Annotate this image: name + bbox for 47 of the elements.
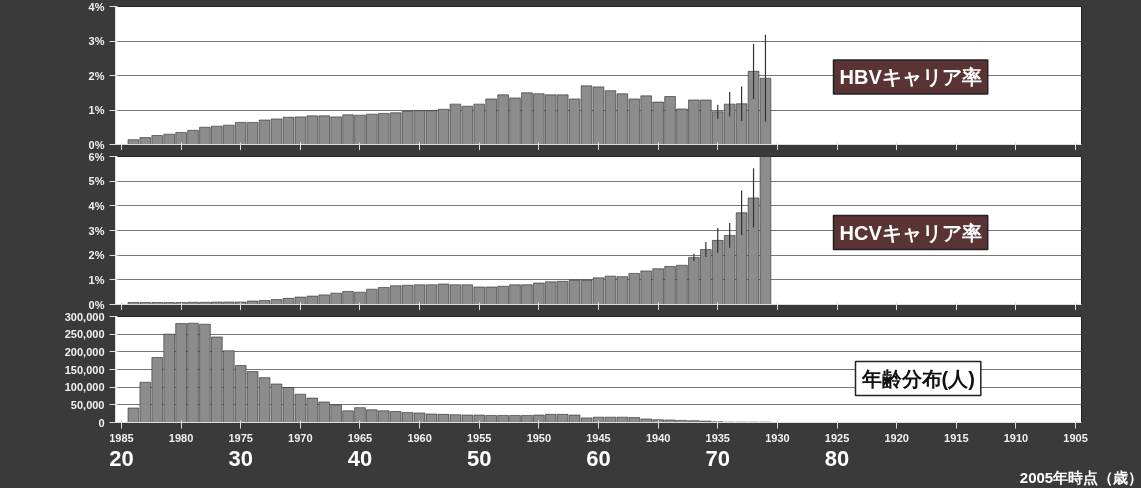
x2-tick-label: 20 <box>109 445 134 471</box>
x-tick-label: 1915 <box>944 431 969 444</box>
y-tick-label: 50,000 <box>70 398 105 411</box>
x-tick-label: 1985 <box>109 431 134 444</box>
y-tick-label: 200,000 <box>64 345 105 358</box>
x-tick-label: 1955 <box>467 431 492 444</box>
annotation: HBVキャリア率 <box>839 66 982 88</box>
y-tick-label: 300,000 <box>64 310 105 323</box>
y-tick-label: 150,000 <box>64 363 105 376</box>
x-tick-label: 1925 <box>824 431 850 444</box>
x2-tick-label: 60 <box>586 445 611 471</box>
x2-tick-label: 80 <box>824 445 850 471</box>
x2-axis-title: 2005年時点（歳） <box>1019 468 1141 486</box>
x-tick-label: 1980 <box>168 431 194 444</box>
y-tick-label: 2% <box>88 69 105 82</box>
y-tick-label: 1% <box>88 273 105 286</box>
x-tick-label: 1975 <box>228 431 253 444</box>
y-tick-label: 6% <box>88 150 105 163</box>
x-tick-label: 1940 <box>645 431 671 444</box>
y-tick-label: 3% <box>88 224 105 237</box>
x-tick-label: 1960 <box>407 431 432 444</box>
y-tick-label: 5% <box>88 175 105 188</box>
y-tick-label: 4% <box>88 199 105 212</box>
y-tick-label: 250,000 <box>64 328 105 341</box>
x-tick-label: 1920 <box>884 431 909 444</box>
y-tick-label: 4% <box>88 0 105 13</box>
x-tick-label: 1930 <box>765 431 790 444</box>
x2-tick-label: 30 <box>228 445 253 471</box>
annotation: 年齢分布(人) <box>860 367 975 390</box>
x-tick-label: 1970 <box>288 431 313 444</box>
y-tick-label: 3% <box>88 35 105 47</box>
x2-tick-label: 70 <box>705 445 731 471</box>
x-tick-label: 1935 <box>705 431 731 444</box>
x-tick-label: 1950 <box>526 431 552 444</box>
x-tick-label: 1905 <box>1063 431 1088 444</box>
y-tick-label: 1% <box>88 104 105 116</box>
x2-tick-label: 40 <box>347 445 373 471</box>
y-tick-label: 2% <box>88 249 105 262</box>
x2-tick-label: 50 <box>467 445 492 471</box>
x-tick-label: 1965 <box>347 431 373 444</box>
x-tick-label: 1945 <box>586 431 611 444</box>
y-tick-label: 100,000 <box>64 381 105 394</box>
y-tick-label: 0 <box>98 416 105 429</box>
y-tick-label: 0% <box>88 138 105 151</box>
x-tick-label: 1910 <box>1003 431 1029 444</box>
annotation: HCVキャリア率 <box>839 221 982 244</box>
y-tick-label: 0% <box>88 298 105 311</box>
